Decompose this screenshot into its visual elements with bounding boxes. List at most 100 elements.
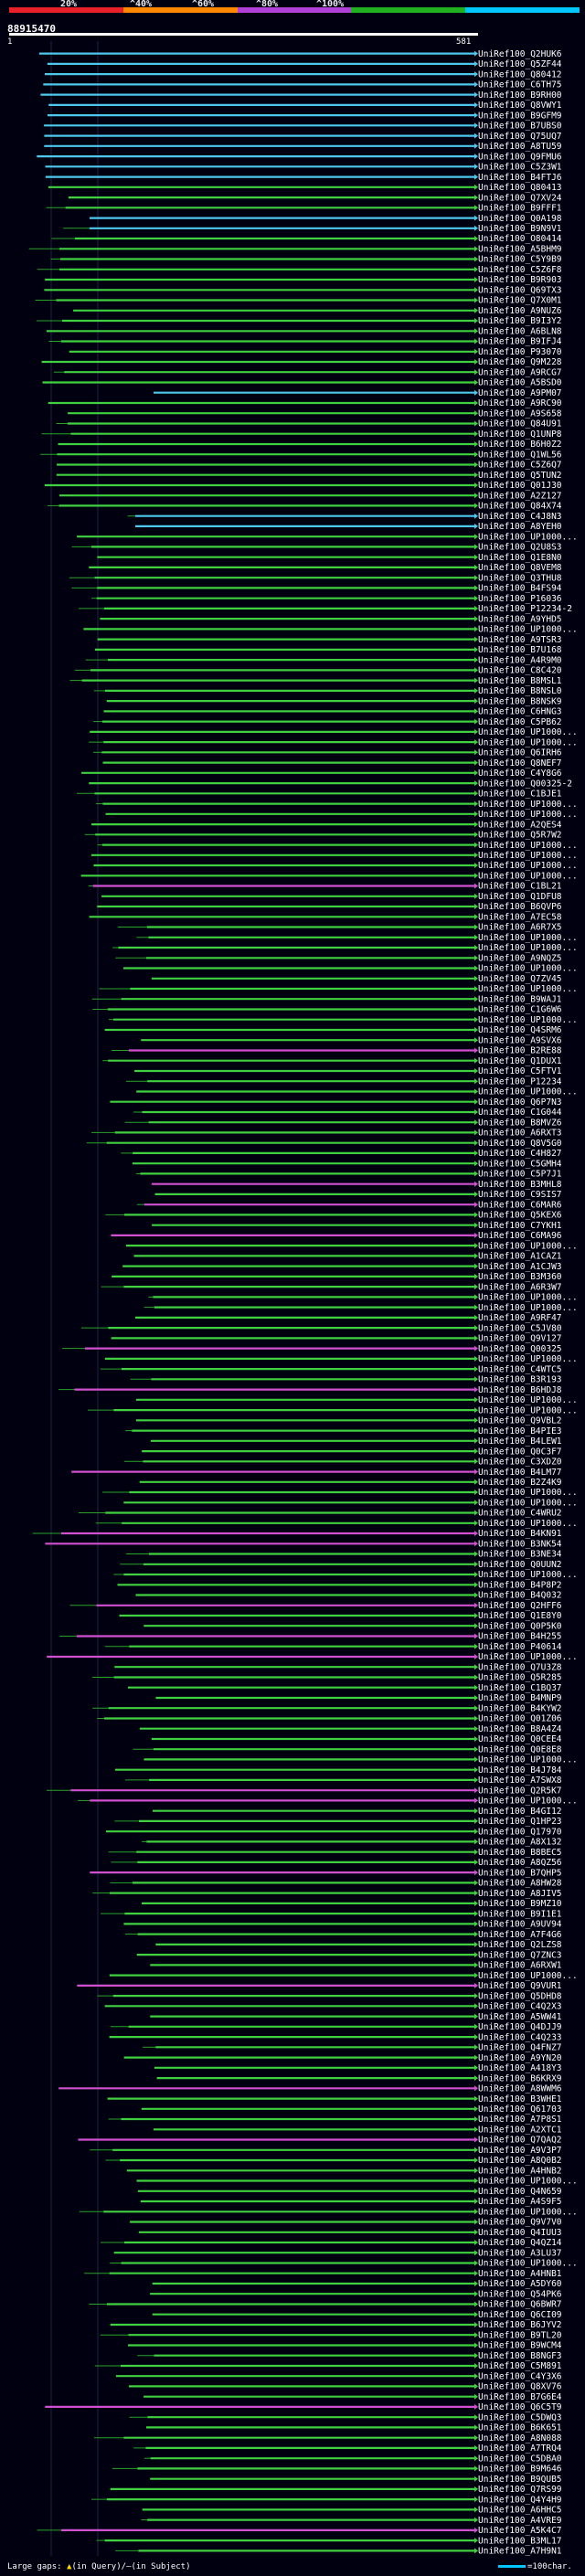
hit-link[interactable]	[473, 1682, 583, 1692]
hit-link[interactable]	[473, 1045, 583, 1055]
hit-link[interactable]	[473, 2248, 583, 2258]
hit-link[interactable]	[473, 655, 583, 665]
hit-link[interactable]	[473, 1847, 583, 1857]
hit-link[interactable]	[473, 141, 583, 151]
hit-link[interactable]	[473, 1426, 583, 1436]
hit-link[interactable]	[473, 1148, 583, 1158]
hit-link[interactable]	[473, 2299, 583, 2309]
hit-link[interactable]	[473, 450, 583, 460]
hit-link[interactable]	[473, 1323, 583, 1333]
hit-link[interactable]	[473, 2021, 583, 2031]
hit-link[interactable]	[473, 1929, 583, 1939]
hit-link[interactable]	[473, 2186, 583, 2196]
hit-link[interactable]	[473, 809, 583, 819]
hit-link[interactable]	[473, 2381, 583, 2391]
hit-link[interactable]	[473, 1703, 583, 1713]
hit-link[interactable]	[473, 1179, 583, 1189]
hit-link[interactable]	[473, 1723, 583, 1733]
hit-link[interactable]	[473, 2042, 583, 2052]
hit-link[interactable]	[473, 2032, 583, 2042]
hit-link[interactable]	[473, 562, 583, 572]
hit-link[interactable]	[473, 460, 583, 470]
hit-link[interactable]	[473, 1014, 583, 1024]
hit-link[interactable]	[473, 2320, 583, 2330]
hit-link[interactable]	[473, 1775, 583, 1785]
hit-link[interactable]	[473, 1159, 583, 1169]
hit-link[interactable]	[473, 912, 583, 922]
hit-link[interactable]	[473, 2227, 583, 2237]
hit-link[interactable]	[473, 1118, 583, 1128]
hit-link[interactable]	[473, 1529, 583, 1539]
hit-link[interactable]	[473, 408, 583, 419]
hit-link[interactable]	[473, 1025, 583, 1035]
hit-link[interactable]	[473, 367, 583, 377]
hit-link[interactable]	[473, 2474, 583, 2484]
hit-link[interactable]	[473, 1436, 583, 1446]
hit-link[interactable]	[473, 2464, 583, 2474]
hit-link[interactable]	[473, 2536, 583, 2546]
hit-link[interactable]	[473, 2412, 583, 2422]
hit-link[interactable]	[473, 285, 583, 295]
hit-link[interactable]	[473, 973, 583, 983]
hit-link[interactable]	[473, 1518, 583, 1528]
hit-link[interactable]	[473, 696, 583, 706]
hit-link[interactable]	[473, 1590, 583, 1600]
hit-link[interactable]	[473, 2135, 583, 2145]
hit-link[interactable]	[473, 1600, 583, 1610]
hit-link[interactable]	[473, 943, 583, 953]
hit-link[interactable]	[473, 768, 583, 778]
hit-link[interactable]	[473, 593, 583, 603]
hit-link[interactable]	[473, 254, 583, 264]
hit-link[interactable]	[473, 840, 583, 850]
hit-link[interactable]	[473, 2268, 583, 2278]
hit-link[interactable]	[473, 665, 583, 675]
hit-link[interactable]	[473, 871, 583, 881]
hit-link[interactable]	[473, 747, 583, 758]
hit-link[interactable]	[473, 1343, 583, 1353]
hit-link[interactable]	[473, 1128, 583, 1138]
hit-link[interactable]	[473, 1980, 583, 1990]
hit-link[interactable]	[473, 1457, 583, 1467]
hit-link[interactable]	[473, 1827, 583, 1837]
hit-link[interactable]	[473, 1939, 583, 1949]
hit-link[interactable]	[473, 511, 583, 521]
hit-link[interactable]	[473, 2156, 583, 2166]
hit-link[interactable]	[473, 1384, 583, 1394]
hit-link[interactable]	[473, 1672, 583, 1682]
hit-link[interactable]	[473, 2289, 583, 2299]
hit-link[interactable]	[473, 1138, 583, 1148]
hit-link[interactable]	[473, 963, 583, 973]
hit-link[interactable]	[473, 1467, 583, 1477]
hit-link[interactable]	[473, 2238, 583, 2248]
hit-link[interactable]	[473, 902, 583, 912]
hit-link[interactable]	[473, 203, 583, 213]
hit-link[interactable]	[473, 2001, 583, 2011]
hit-link[interactable]	[473, 789, 583, 799]
hit-link[interactable]	[473, 2104, 583, 2114]
hit-link[interactable]	[473, 634, 583, 644]
hit-link[interactable]	[473, 2217, 583, 2227]
hit-link[interactable]	[473, 2350, 583, 2360]
hit-link[interactable]	[473, 1950, 583, 1960]
hit-link[interactable]	[473, 1097, 583, 1107]
hit-link[interactable]	[473, 2525, 583, 2535]
hit-link[interactable]	[473, 820, 583, 830]
hit-link[interactable]	[473, 1230, 583, 1240]
hit-link[interactable]	[473, 2207, 583, 2217]
hit-link[interactable]	[473, 2422, 583, 2433]
hit-link[interactable]	[473, 2309, 583, 2319]
hit-link[interactable]	[473, 1076, 583, 1087]
hit-link[interactable]	[473, 172, 583, 182]
hit-link[interactable]	[473, 922, 583, 932]
hit-link[interactable]	[473, 994, 583, 1004]
hit-link[interactable]	[473, 1261, 583, 1271]
hit-link[interactable]	[473, 799, 583, 809]
hit-link[interactable]	[473, 1909, 583, 1919]
hit-link[interactable]	[473, 1364, 583, 1374]
hit-link[interactable]	[473, 2340, 583, 2350]
hit-link[interactable]	[473, 2176, 583, 2186]
hit-link[interactable]	[473, 1631, 583, 1641]
hit-link[interactable]	[473, 357, 583, 367]
hit-link[interactable]	[473, 295, 583, 305]
hit-link[interactable]	[473, 1200, 583, 1210]
